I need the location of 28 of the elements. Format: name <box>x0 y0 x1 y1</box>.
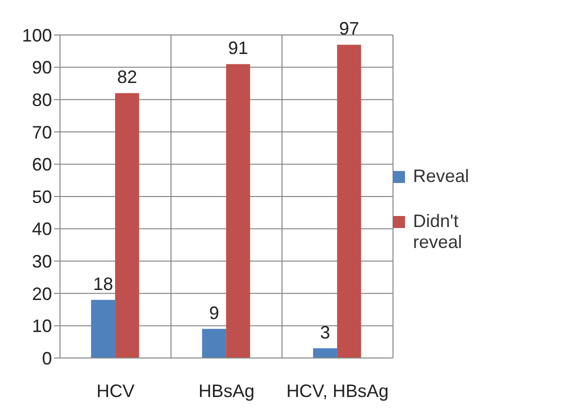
data-label: 91 <box>228 38 248 58</box>
x-tick-label: HCV, HBsAg <box>286 380 389 401</box>
y-tick-label: 30 <box>32 251 52 272</box>
bar <box>337 44 362 358</box>
y-tick-label: 60 <box>32 154 52 175</box>
y-tick-label: 50 <box>32 186 52 207</box>
bar <box>313 348 338 358</box>
x-tick-label: HCV <box>96 380 135 401</box>
legend-label: Didn't reveal <box>413 210 464 252</box>
data-label: 3 <box>320 322 330 342</box>
y-tick-label: 40 <box>32 219 52 240</box>
y-tick-label: 90 <box>32 58 52 78</box>
y-tick-label: 10 <box>32 316 52 336</box>
data-label: 97 <box>339 18 360 39</box>
y-tick-label: 0 <box>42 348 52 368</box>
bar <box>115 93 140 358</box>
bar <box>91 300 116 358</box>
data-label: 18 <box>93 274 114 294</box>
bar <box>202 328 226 358</box>
data-label: 9 <box>209 302 220 323</box>
bar <box>226 64 250 358</box>
x-tick-label: HBsAg <box>198 380 255 401</box>
y-tick-label: 80 <box>32 90 52 110</box>
y-tick-label: 100 <box>22 25 52 46</box>
y-tick-label: 70 <box>32 122 52 142</box>
data-label: 82 <box>117 67 138 88</box>
y-tick-label: 20 <box>32 284 52 304</box>
legend-label: Reveal <box>413 166 470 186</box>
